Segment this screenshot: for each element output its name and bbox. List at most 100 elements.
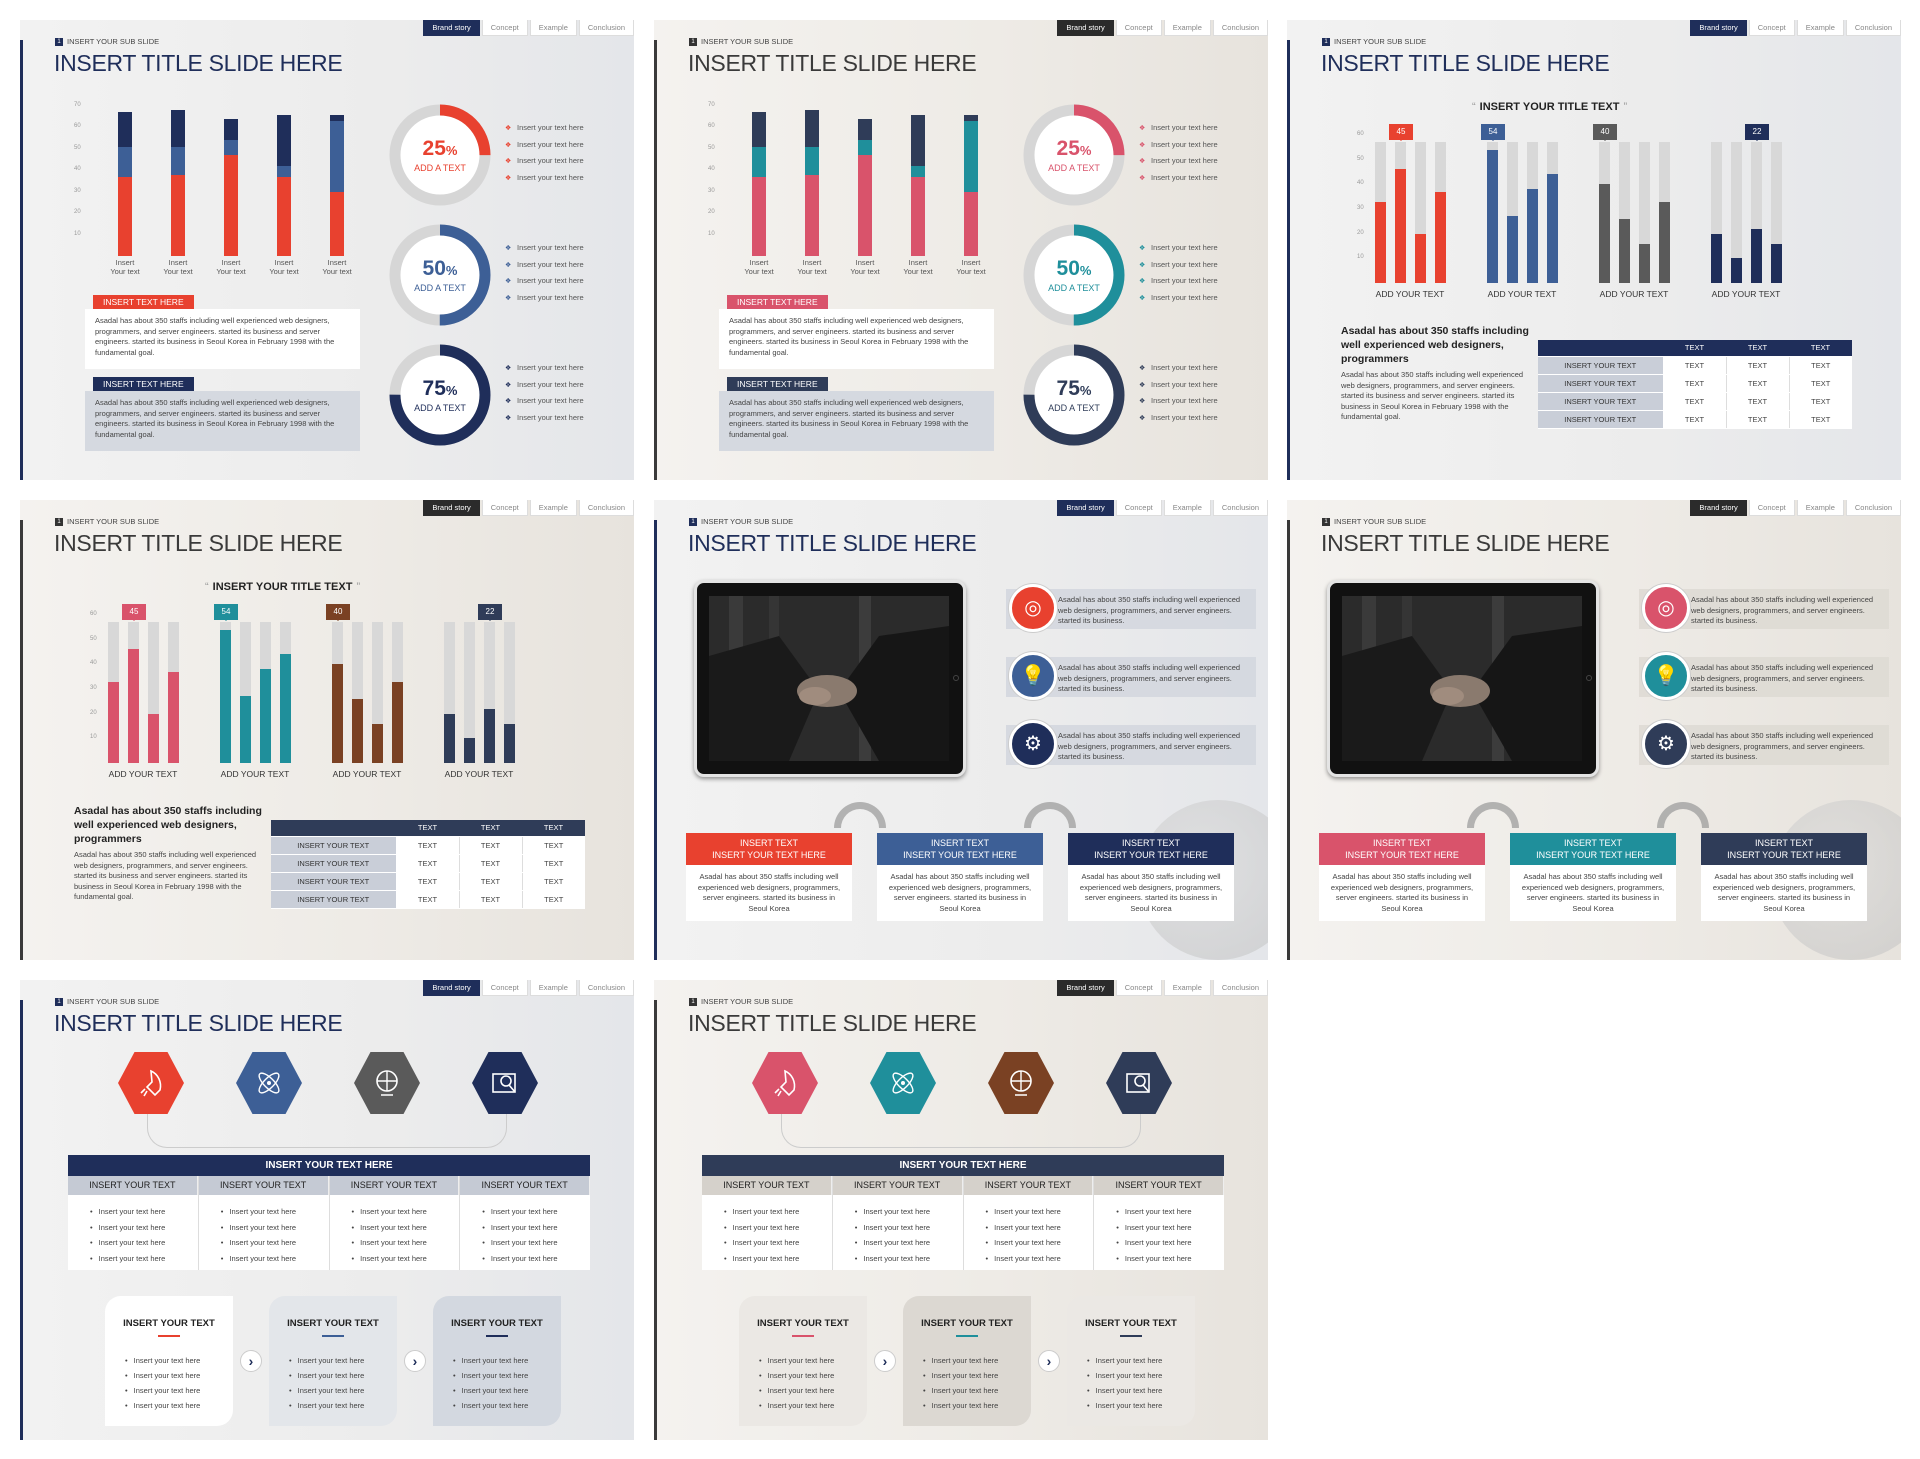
table-corner (1538, 340, 1663, 357)
slide-edge-bar (1287, 520, 1290, 960)
stacked-bar (964, 106, 978, 256)
diamond-icon: ❖ (1139, 261, 1146, 269)
tab-example[interactable]: Example (529, 20, 577, 36)
tab-brand-story[interactable]: Brand story (1690, 20, 1747, 36)
list-item: Insert your text here (1087, 1353, 1195, 1368)
summary-heading: Asadal has about 350 staffs including we… (1341, 325, 1529, 365)
tab-example[interactable]: Example (1163, 20, 1211, 36)
tab-conclusion[interactable]: Conclusion (1212, 980, 1268, 996)
chevron-right-icon[interactable]: › (874, 1350, 896, 1372)
tab-brand-story[interactable]: Brand story (1057, 500, 1114, 516)
table-cell: TEXT (1725, 410, 1789, 429)
table-cell: TEXT (395, 872, 459, 891)
tab-concept[interactable]: Concept (1115, 500, 1162, 516)
tab-brand-story[interactable]: Brand story (423, 500, 480, 516)
tab-conclusion[interactable]: Conclusion (1212, 500, 1268, 516)
y-tick-label: 40 (1357, 180, 1364, 187)
target-icon: ◎ (1642, 584, 1690, 632)
tab-conclusion[interactable]: Conclusion (578, 980, 634, 996)
list-item: Insert your text here (1116, 1235, 1224, 1251)
slide-title: INSERT TITLE SLIDE HERE (54, 1010, 343, 1036)
quote-close-icon: ” (1623, 101, 1628, 113)
table-row: INSERT YOUR TEXT TEXT TEXT TEXT (1538, 356, 1852, 375)
handshake-illustration (709, 596, 949, 761)
bar-track (1599, 142, 1610, 283)
bar-track (1375, 142, 1386, 283)
card-underline (792, 1335, 814, 1337)
diamond-icon: ❖ (1139, 125, 1146, 132)
stacked-bar (277, 106, 291, 256)
quote-open-icon: “ (205, 581, 209, 593)
table-cell: TEXT (1788, 374, 1852, 393)
tab-example[interactable]: Example (1796, 500, 1844, 516)
tab-concept[interactable]: Concept (1115, 20, 1162, 36)
bar-segment (964, 114, 978, 121)
list-item: ❖ Insert your text here (1139, 170, 1218, 187)
table-row: INSERT YOUR TEXT TEXT TEXT TEXT (271, 890, 585, 909)
tab-brand-story[interactable]: Brand story (423, 20, 480, 36)
tab-concept[interactable]: Concept (1115, 980, 1162, 996)
list-item: Insert your text here (1116, 1204, 1224, 1220)
tab-concept[interactable]: Concept (481, 980, 528, 996)
list-item-text: Insert your text here (1151, 276, 1218, 285)
matrix-column-body: Insert your text hereInsert your text he… (832, 1195, 963, 1270)
y-tick-label: 70 (708, 102, 715, 108)
list-item: ❖ Insert your text here (505, 360, 584, 377)
tab-conclusion[interactable]: Conclusion (578, 20, 634, 36)
tab-conclusion[interactable]: Conclusion (1845, 500, 1901, 516)
list-item: ❖ Insert your text here (505, 240, 584, 257)
sub-slide-label: 1 INSERT YOUR SUB SLIDE (55, 37, 159, 46)
chevron-right-icon[interactable]: › (404, 1350, 426, 1372)
tag-label: INSERT TEXT HERE (93, 377, 194, 391)
list-item: Insert your text here (724, 1235, 832, 1251)
tab-example[interactable]: Example (529, 500, 577, 516)
chevron-right-icon[interactable]: › (240, 1350, 262, 1372)
tab-brand-story[interactable]: Brand story (1057, 20, 1114, 36)
tab-concept[interactable]: Concept (481, 20, 528, 36)
bar (1415, 233, 1426, 283)
bar-segment (858, 140, 872, 156)
list-item: Insert your text here (923, 1383, 1031, 1398)
tab-concept[interactable]: Concept (1748, 500, 1795, 516)
bar-segment (330, 191, 344, 256)
tab-brand-story[interactable]: Brand story (1057, 980, 1114, 996)
chevron-right-icon[interactable]: › (1038, 1350, 1060, 1372)
step-description: Asadal has about 350 staffs including we… (877, 865, 1043, 921)
tab-example[interactable]: Example (1163, 500, 1211, 516)
y-tick-label: 30 (74, 187, 81, 194)
list-item: ❖ Insert your text here (1139, 273, 1218, 290)
card-title: INSERT YOUR TEXT (1085, 1318, 1177, 1329)
tab-example[interactable]: Example (1163, 980, 1211, 996)
list-item-text: Insert your text here (517, 292, 584, 302)
chart-title-text: INSERT YOUR TITLE TEXT (212, 581, 353, 593)
y-tick-label: 60 (74, 123, 81, 130)
info-card: INSERT YOUR TEXTInsert your text hereIns… (739, 1296, 867, 1426)
bar (464, 738, 475, 763)
bar-track (128, 622, 139, 763)
y-tick-label: 30 (708, 187, 715, 194)
tab-concept[interactable]: Concept (1748, 20, 1795, 36)
connector-lines (781, 1106, 1141, 1148)
card-title: INSERT YOUR TEXT (451, 1318, 543, 1329)
tab-conclusion[interactable]: Conclusion (578, 500, 634, 516)
tab-conclusion[interactable]: Conclusion (1845, 20, 1901, 36)
bar-track (1487, 142, 1498, 283)
matrix-columns: INSERT YOUR TEXTInsert your text hereIns… (702, 1176, 1224, 1270)
tab-brand-story[interactable]: Brand story (1690, 500, 1747, 516)
diamond-icon: ❖ (1139, 381, 1146, 389)
diamond-icon: ❖ (1139, 294, 1146, 302)
tab-example[interactable]: Example (1796, 20, 1844, 36)
list-item: Insert your text here (986, 1235, 1094, 1251)
step-title: INSERT TEXT INSERT YOUR TEXT HERE (1510, 833, 1676, 865)
tab-concept[interactable]: Concept (481, 500, 528, 516)
tab-example[interactable]: Example (529, 980, 577, 996)
bar-segment (752, 176, 766, 256)
bar-segment (330, 121, 344, 192)
nav-tabs: Brand story Concept Example Conclusion (1057, 20, 1268, 36)
diamond-icon: ❖ (1139, 174, 1146, 182)
tab-brand-story[interactable]: Brand story (423, 980, 480, 996)
tab-conclusion[interactable]: Conclusion (1212, 20, 1268, 36)
slide-title: INSERT TITLE SLIDE HERE (688, 530, 977, 556)
donut-ring (389, 104, 491, 206)
tag-label: INSERT TEXT HERE (93, 295, 194, 309)
